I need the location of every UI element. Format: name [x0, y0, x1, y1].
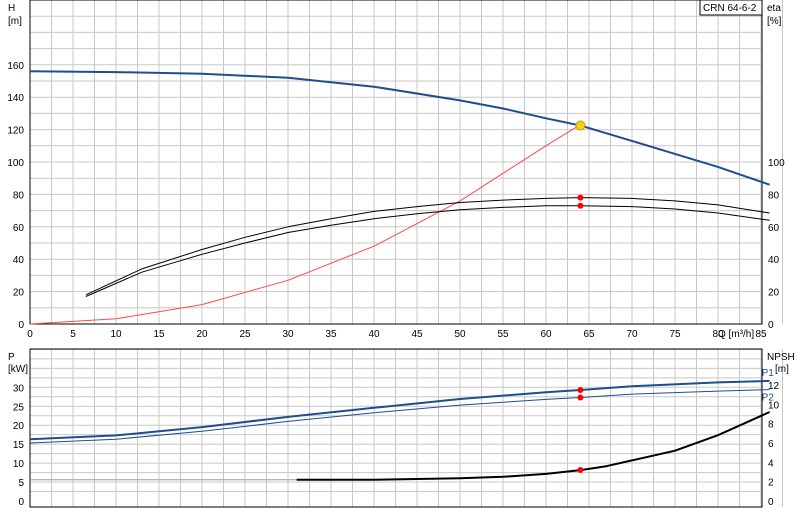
duty-point-eta — [577, 202, 584, 209]
duty-point-power — [577, 394, 584, 401]
duty-point-eta — [577, 194, 584, 201]
power-tick-label: 5 — [18, 478, 24, 489]
duty-point-power — [577, 386, 584, 393]
power-tick-label: 10 — [13, 459, 25, 470]
head-tick-label: 0 — [18, 320, 24, 331]
power-tick-label: 20 — [13, 421, 25, 432]
tick-labels: 0 5 10 15 20 25 30 35 40 45 50 55 60 65 70 75 80 85020406… — [7, 61, 785, 508]
duty-points — [575, 120, 586, 474]
upper-plot-frame — [29, 0, 763, 325]
power-tick-label: 25 — [13, 402, 25, 413]
p2-label: P2 — [762, 393, 775, 404]
x-tick-label: 45 — [411, 329, 423, 340]
eta-tick-label: 80 — [768, 190, 780, 201]
x-tick-label: 70 — [626, 329, 638, 340]
eta_lower-curve — [85, 205, 770, 297]
duty-point-npsh — [577, 467, 584, 474]
upper-grid — [30, 0, 783, 324]
p1-curve — [29, 379, 770, 441]
x-tick-label: 75 — [669, 329, 681, 340]
power-tick-label: 30 — [13, 383, 25, 394]
npsh-axis-unit: [m] — [775, 364, 789, 375]
p1-label: P1 — [762, 368, 775, 379]
x-tick-label: 50 — [454, 329, 466, 340]
head-axis-title: H — [8, 3, 15, 14]
power-tick-label: 15 — [13, 440, 25, 451]
npsh-tick-label: 6 — [768, 439, 774, 450]
npsh-tick-label: 0 — [768, 497, 774, 508]
head-curve — [29, 70, 770, 186]
x-tick-label: 10 — [110, 329, 122, 340]
flow-axis-label: Q [m³/h] — [718, 329, 754, 340]
head-tick-label: 120 — [7, 126, 24, 137]
power-axis-unit: [kW] — [8, 364, 28, 375]
system-curve — [29, 124, 581, 325]
x-tick-label: 60 — [540, 329, 552, 340]
power-tick-label: 0 — [18, 497, 24, 508]
x-tick-label: 30 — [282, 329, 294, 340]
head-tick-label: 60 — [13, 223, 25, 234]
power-axis-title: P — [8, 352, 15, 363]
lower-grid — [30, 348, 783, 507]
eta_upper-curve — [85, 197, 770, 296]
x-tick-label: 0 — [27, 329, 33, 340]
x-tick-label: 80 — [712, 329, 724, 340]
npsh-curve — [296, 411, 771, 481]
eta-tick-label: 0 — [768, 320, 774, 331]
upper-series — [29, 70, 770, 325]
eta-axis-title: eta — [767, 3, 781, 14]
x-tick-label: 25 — [239, 329, 251, 340]
eta-tick-label: 40 — [768, 255, 780, 266]
head-tick-label: 40 — [13, 255, 25, 266]
npsh-tick-label: 12 — [768, 381, 780, 392]
eta-tick-label: 100 — [768, 158, 785, 169]
model-label: CRN 64-6-2 — [703, 3, 757, 14]
head-tick-label: 160 — [7, 61, 24, 72]
npsh-tick-label: 8 — [768, 420, 774, 431]
lower-plot-frame — [29, 348, 763, 508]
eta-tick-label: 60 — [768, 223, 780, 234]
head-tick-label: 80 — [13, 190, 25, 201]
npsh-tick-label: 10 — [768, 400, 780, 411]
x-tick-label: 40 — [368, 329, 380, 340]
head-axis-unit: [m] — [8, 16, 22, 27]
x-tick-label: 35 — [325, 329, 337, 340]
eta-axis-unit: [%] — [767, 16, 782, 27]
head-tick-label: 140 — [7, 93, 24, 104]
eta-tick-label: 20 — [768, 288, 780, 299]
duty-point-head — [575, 120, 586, 131]
x-tick-label: 55 — [497, 329, 509, 340]
head-tick-label: 20 — [13, 288, 25, 299]
x-tick-label: 85 — [755, 329, 767, 340]
model-label-box — [699, 0, 763, 16]
x-tick-label: 15 — [153, 329, 165, 340]
p2-curve — [29, 389, 770, 444]
npsh-tick-label: 2 — [768, 478, 774, 489]
npsh-tick-label: 4 — [768, 458, 774, 469]
x-tick-label: 20 — [196, 329, 208, 340]
head-tick-label: 100 — [7, 158, 24, 169]
npsh-axis-title: NPSH — [767, 352, 795, 363]
x-tick-label: 5 — [70, 329, 76, 340]
x-tick-label: 65 — [583, 329, 595, 340]
